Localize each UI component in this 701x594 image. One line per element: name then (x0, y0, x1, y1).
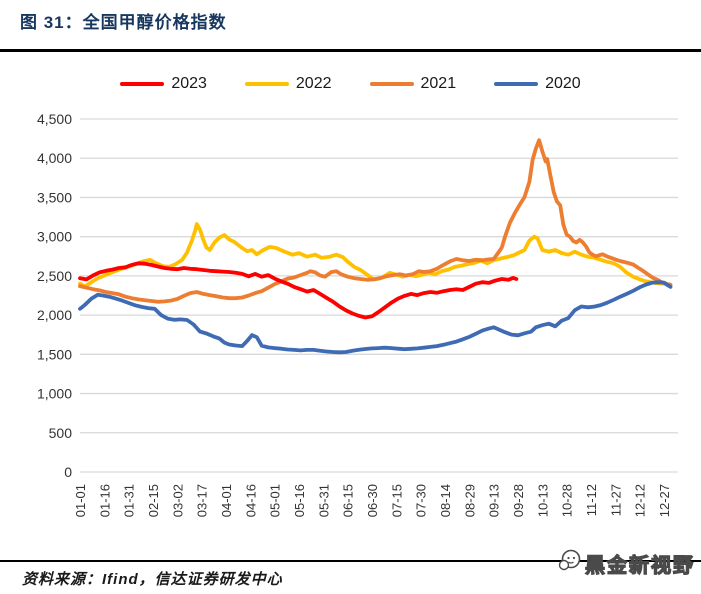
footer-divider (0, 560, 701, 562)
watermark-logo-icon (557, 548, 583, 579)
watermark-text: 黑金新视野 (584, 554, 695, 577)
x-axis-tick-label: 05-16 (292, 484, 307, 517)
series-line-2023 (78, 261, 519, 320)
x-axis-tick-label: 12-27 (657, 484, 672, 517)
chart-legend: 2023 2022 2021 2020 (0, 72, 701, 96)
x-axis-tick-label: 07-30 (414, 484, 429, 517)
legend-label: 2020 (545, 75, 581, 92)
x-axis-tick-label: 08-29 (462, 484, 477, 517)
x-axis-tick-label: 07-15 (389, 484, 404, 517)
y-axis-tick-label: 4,000 (37, 150, 72, 166)
x-axis-tick-label: 03-02 (170, 484, 185, 517)
legend-item-2021: 2021 (369, 75, 457, 93)
legend-label: 2022 (295, 75, 332, 92)
legend-label: 2023 (171, 75, 207, 92)
x-axis-tick-label: 11-27 (608, 484, 623, 516)
x-axis-tick-label: 05-31 (316, 484, 331, 517)
x-axis-tick-label: 10-13 (535, 484, 550, 517)
legend-item-2022: 2022 (244, 75, 332, 93)
x-axis-tick-label: 01-31 (122, 484, 137, 517)
series-line-2022 (78, 222, 673, 289)
legend-swatch-2022 (244, 81, 289, 87)
y-axis-tick-label: 2,500 (37, 268, 72, 284)
x-axis-tick-label: 11-12 (584, 484, 599, 516)
watermark: 黑金新视野 (557, 548, 695, 579)
source-note: 资料来源：Ifind，信达证券研发中心 (22, 571, 283, 588)
legend-swatch-2023 (120, 81, 165, 87)
legend-swatch-2020 (494, 81, 539, 87)
x-axis-tick-label: 03-17 (195, 484, 210, 517)
x-axis-tick-label: 01-16 (97, 484, 112, 517)
x-axis-tick-label: 04-01 (219, 484, 234, 517)
series-line-2021 (78, 138, 673, 304)
legend-label: 2021 (420, 75, 457, 92)
x-axis-tick-label: 06-30 (365, 484, 380, 517)
x-axis-tick-label: 10-28 (560, 484, 575, 517)
y-axis-tick-label: 1,500 (37, 346, 72, 362)
x-axis-tick-label: 09-13 (487, 484, 502, 517)
series-line-2020 (78, 280, 673, 355)
y-axis-tick-label: 0 (64, 464, 72, 480)
figure-title: 图 31：全国甲醇价格指数 (20, 13, 227, 32)
x-axis-tick-label: 01-01 (73, 484, 88, 517)
legend-item-2023: 2023 (120, 75, 207, 93)
y-axis-tick-label: 3,500 (37, 189, 72, 205)
x-axis-tick-label: 06-15 (341, 484, 356, 517)
y-axis-tick-label: 500 (49, 425, 73, 441)
x-axis-tick-label: 02-15 (146, 484, 161, 517)
x-axis-tick-label: 08-14 (438, 484, 453, 517)
legend-swatch-2021 (369, 81, 414, 87)
x-axis-tick-label: 09-28 (511, 484, 526, 517)
legend-item-2020: 2020 (494, 75, 581, 93)
x-axis-tick-label: 05-01 (268, 484, 283, 517)
y-axis-tick-label: 3,000 (37, 229, 72, 245)
x-axis-tick-label: 12-12 (633, 484, 648, 517)
title-divider (0, 49, 701, 52)
y-axis-tick-label: 4,500 (37, 111, 72, 127)
y-axis-tick-label: 2,000 (37, 307, 72, 323)
x-axis-tick-label: 04-16 (243, 484, 258, 517)
y-axis-tick-label: 1,000 (37, 386, 72, 402)
